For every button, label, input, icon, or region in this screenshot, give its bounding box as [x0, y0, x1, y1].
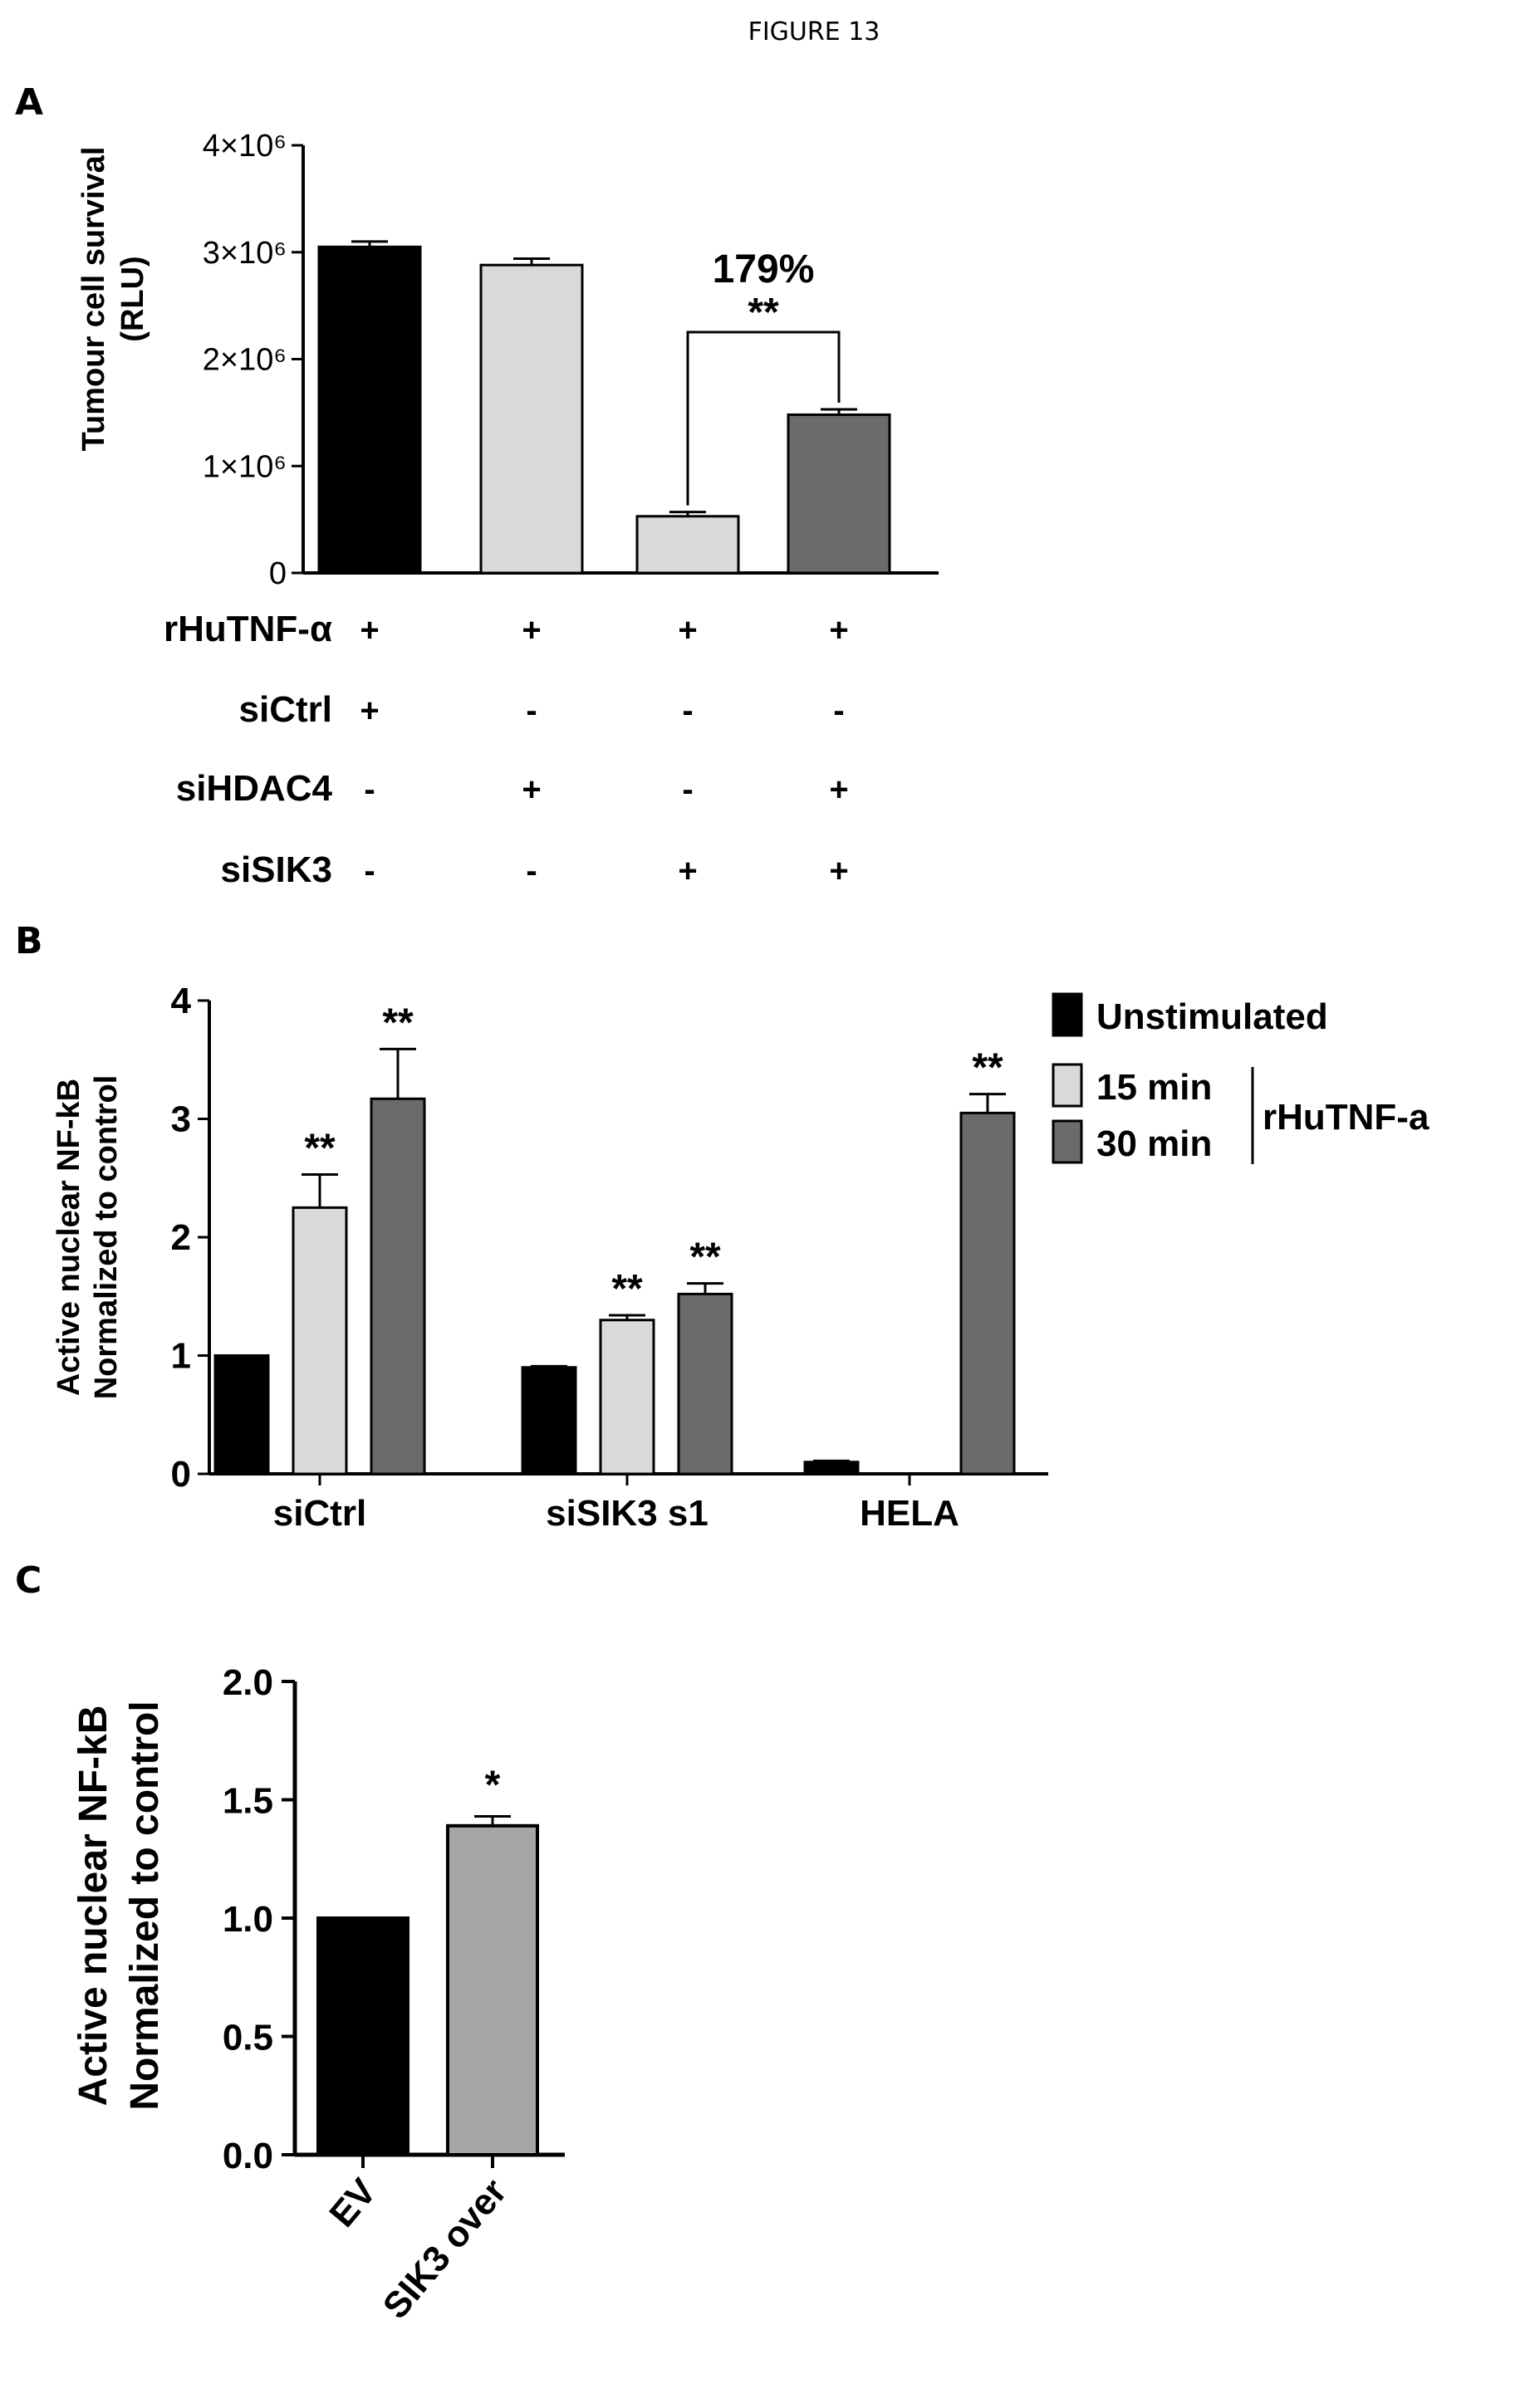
- panel-a-sign-3-3: +: [829, 853, 848, 889]
- panel-b-ytick-label-0: 0: [171, 1454, 191, 1495]
- panel-c-bar-0: [316, 1916, 409, 2156]
- panel-c-ytick-label-4: 2.0: [223, 1662, 273, 1703]
- panel-b-ylabel-line2: Normalized to control: [89, 1075, 124, 1400]
- panel-b-category-label-0: siCtrl: [273, 1493, 366, 1534]
- panel-b-stars-1-2: **: [689, 1236, 721, 1280]
- panel-c-ylabel-line2: Normalized to control: [123, 1701, 167, 2110]
- panel-c-ytick-label-1: 0.5: [223, 2018, 273, 2058]
- panel-b-plot-area: 0 1 2 3 4 siCtrl ** ** siSIK3 s1 ** ** HELA **: [171, 981, 1048, 1534]
- panel-a-sign-0-0: +: [360, 612, 379, 648]
- panel-a-ytick-label-3: 3×10⁶: [203, 236, 287, 271]
- panel-a-row-label-0: rHuTNF-α: [164, 609, 332, 649]
- panel-a-sign-0-3: +: [829, 612, 848, 648]
- panel-a-bar-2: [635, 515, 740, 575]
- panel-a-ylabel-line1: Tumour cell survival: [76, 147, 111, 452]
- panel-b-ytick-label-4: 4: [171, 981, 192, 1021]
- panel-b-category-label-1: siSIK3 s1: [546, 1493, 709, 1534]
- panel-b-stars-2-2: **: [972, 1046, 1003, 1090]
- panel-a-ytick-label-4: 4×10⁶: [203, 129, 287, 164]
- panel-a-ytick-label-2: 2×10⁶: [203, 343, 287, 378]
- panel-a-sign-2-3: +: [829, 771, 848, 808]
- panel-a-ytick-label-1: 1×10⁶: [203, 449, 287, 484]
- panel-b-bar-0-0: [213, 1354, 270, 1476]
- panel-b-stars-0-2: **: [382, 1001, 414, 1045]
- panel-a-row-label-3: siSIK3: [220, 849, 332, 890]
- panel-c-letter: C: [15, 1559, 42, 1602]
- panel-a-bar-0: [317, 245, 422, 575]
- panel-a-letter: A: [15, 81, 43, 124]
- panel-c-bar-1: [446, 1823, 539, 2157]
- panel-b-legend-swatch-2: [1052, 1119, 1083, 1164]
- panel-a-sign-2-2: -: [682, 771, 693, 808]
- panel-a-sign-1-2: -: [682, 693, 693, 729]
- panel-c: C Active nuclear NF-kB Normalized to con…: [15, 1559, 565, 2327]
- panel-a-plot-area: 0 1×10⁶ 2×10⁶ 3×10⁶ 4×10⁶ 179%**: [203, 129, 939, 591]
- panel-c-ytick-label-3: 1.5: [223, 1781, 273, 1822]
- panel-a-sign-3-1: -: [526, 853, 537, 889]
- panel-b-ylabel-line1: Active nuclear NF-kB: [51, 1079, 86, 1396]
- panel-b-bar-0-1: [292, 1206, 348, 1476]
- panel-a-row-label-2: siHDAC4: [176, 768, 333, 809]
- panel-b-bar-2-0: [803, 1461, 860, 1476]
- panel-b-letter: B: [15, 920, 43, 962]
- panel-c-star-1: *: [485, 1763, 501, 1807]
- panel-a-sign-1-3: -: [833, 693, 844, 729]
- panel-b-legend-label-2: 30 min: [1096, 1123, 1212, 1164]
- panel-b-legend-swatch-1: [1052, 1063, 1083, 1108]
- panel-c-ytick-label-0: 0.0: [223, 2136, 273, 2176]
- panel-c-category-label-1: SIK3 over: [375, 2171, 515, 2327]
- panel-b-legend-label-1: 15 min: [1096, 1067, 1212, 1108]
- panel-a-sign-2-0: -: [364, 771, 375, 808]
- panel-b-bar-1-2: [677, 1292, 733, 1476]
- panel-b-legend: Unstimulated 15 min 30 min rHuTNF-a: [1052, 992, 1429, 1164]
- panel-b-legend-swatch-0: [1052, 992, 1083, 1037]
- panel-a-sign-1-0: +: [360, 693, 379, 729]
- panel-b-ytick-label-1: 1: [171, 1336, 191, 1377]
- panel-b-stars-0-1: **: [304, 1126, 336, 1170]
- panel-a-bar-3: [787, 413, 891, 575]
- panel-a-stars: **: [748, 291, 779, 335]
- panel-b-category-label-2: HELA: [860, 1493, 959, 1534]
- panel-a-sign-1-1: -: [526, 693, 537, 729]
- panel-b: B Active nuclear NF-kB Normalized to con…: [15, 920, 1429, 1534]
- panel-a-significance-bracket: [686, 330, 841, 506]
- panel-b-bar-2-2: [959, 1111, 1016, 1476]
- panel-a-sign-0-1: +: [522, 612, 541, 648]
- panel-b-bar-0-2: [370, 1097, 426, 1476]
- panel-b-legend-label-0: Unstimulated: [1096, 996, 1328, 1037]
- panel-a-row-label-1: siCtrl: [239, 689, 332, 730]
- panel-a-percent-label: 179%: [713, 247, 815, 291]
- panel-c-category-label-0: EV: [321, 2171, 385, 2234]
- panel-a: A Tumour cell survival (RLU) 0 1×10⁶ 2×10⁶…: [15, 81, 939, 890]
- figure-title: FIGURE 13: [748, 17, 880, 46]
- panel-a-ylabel-line2: (RLU): [115, 256, 150, 341]
- panel-c-ylabel-line1: Active nuclear NF-kB: [71, 1706, 115, 2107]
- panel-c-ytick-label-2: 1.0: [223, 1899, 273, 1940]
- panel-a-sign-2-1: +: [522, 771, 541, 808]
- panel-a-condition-table: rHuTNF-α + + + +siCtrl + - - -siHDAC4- + - +siSIK3-…: [164, 609, 849, 890]
- panel-b-bar-1-0: [521, 1366, 577, 1476]
- panel-a-sign-0-2: +: [678, 612, 697, 648]
- panel-a-sign-3-0: -: [364, 853, 375, 889]
- panel-b-ytick-label-2: 2: [171, 1217, 191, 1258]
- panel-a-ytick-label-0: 0: [269, 556, 287, 591]
- panel-b-stars-1-1: **: [611, 1267, 643, 1311]
- panel-a-bar-1: [479, 263, 584, 575]
- panel-b-legend-group-label: rHuTNF-a: [1263, 1097, 1429, 1138]
- panel-b-ytick-label-3: 3: [171, 1099, 191, 1140]
- panel-b-bar-1-1: [599, 1319, 655, 1476]
- panel-a-sign-3-2: +: [678, 853, 697, 889]
